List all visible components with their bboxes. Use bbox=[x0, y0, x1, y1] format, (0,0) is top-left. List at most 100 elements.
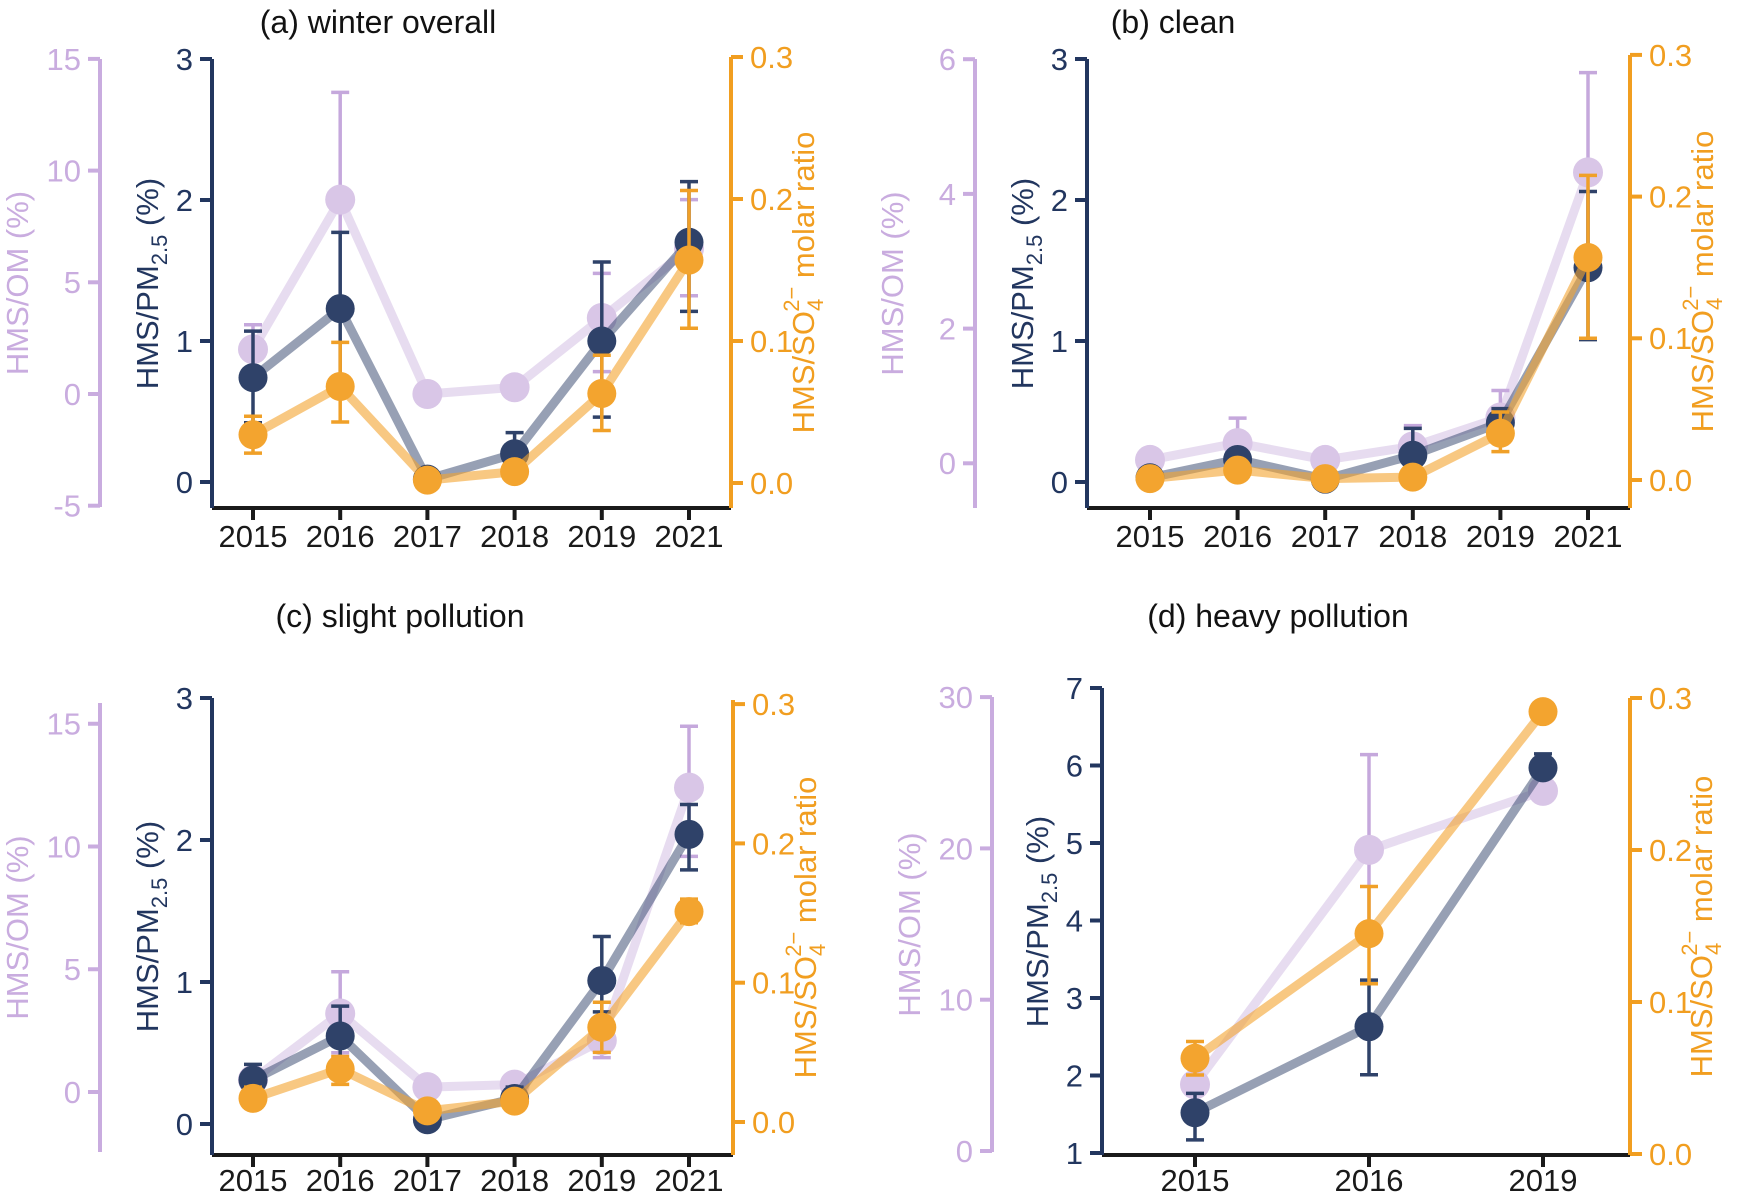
x-tick-label: 2017 bbox=[393, 519, 462, 554]
series-om-line bbox=[248, 195, 694, 399]
series-om-data-point bbox=[1573, 157, 1603, 188]
series-so4-data-point bbox=[1223, 455, 1253, 485]
pm-axis-tick-label: 1 bbox=[176, 965, 193, 1000]
so4-axis-tick-label: 0.3 bbox=[1649, 38, 1692, 73]
series-so4-data-point bbox=[1310, 464, 1340, 494]
om-axis-tick-label: 20 bbox=[939, 831, 973, 866]
series-so4-data-point bbox=[1528, 697, 1558, 727]
om-axis-label: HMS/OM (%) bbox=[892, 832, 927, 1016]
panel-d-title: (d) heavy pollution bbox=[1147, 598, 1408, 634]
om-axis-tick-label: 10 bbox=[47, 153, 81, 188]
x-tick-label: 2016 bbox=[306, 519, 375, 554]
series-so4-data-point bbox=[412, 465, 442, 495]
series-pm-data-point bbox=[238, 363, 268, 393]
pm-axis-label: HMS/PM2.5 (%) bbox=[130, 821, 172, 1032]
x-tick-label: 2021 bbox=[655, 519, 724, 554]
pm-axis-tick-label: 3 bbox=[1066, 981, 1083, 1016]
series-so4-data-point bbox=[1485, 418, 1515, 448]
x-tick-label: 2016 bbox=[306, 1163, 375, 1197]
x-tick-label: 2016 bbox=[1203, 519, 1272, 554]
so4-axis-tick-label: 0.2 bbox=[1649, 179, 1692, 214]
x-tick-label: 2017 bbox=[393, 1163, 462, 1197]
so4-axis-tick-label: 0.0 bbox=[750, 466, 793, 501]
series-pm-data-point bbox=[587, 326, 617, 356]
om-axis-tick-label: -5 bbox=[53, 489, 81, 524]
so4-axis-tick-label: 0.1 bbox=[750, 324, 793, 359]
so4-axis-tick-label: 0.0 bbox=[1649, 1137, 1692, 1172]
series-om-data-point bbox=[674, 772, 704, 803]
series-pm-data-point bbox=[325, 1021, 355, 1051]
om-axis-tick-label: 2 bbox=[939, 311, 956, 346]
series-so4-line bbox=[248, 255, 694, 485]
series-so4-data-point bbox=[587, 1012, 617, 1042]
series-so4-data-point bbox=[674, 245, 704, 275]
series-om-line bbox=[248, 783, 694, 1092]
pm-axis-tick-label: 1 bbox=[176, 324, 193, 359]
series-om-data-point bbox=[412, 379, 443, 409]
om-axis-label: HMS/OM (%) bbox=[875, 191, 910, 375]
so4-axis-label: HMS/SO42− molar ratio bbox=[1677, 776, 1726, 1078]
om-axis-tick-label: 6 bbox=[939, 42, 956, 77]
x-tick-label: 2019 bbox=[1466, 519, 1535, 554]
so4-axis-tick-label: 0.2 bbox=[1649, 833, 1692, 868]
so4-axis-tick-label: 0.1 bbox=[752, 966, 795, 1001]
series-pm-data-point bbox=[1528, 753, 1558, 783]
x-tick-label: 2018 bbox=[480, 1163, 549, 1197]
series-so4-data-point bbox=[1398, 462, 1428, 492]
pm-axis-tick-label: 3 bbox=[1051, 42, 1068, 77]
so4-axis-label: HMS/SO42− molar ratio bbox=[1678, 131, 1727, 433]
series-so4-data-point bbox=[325, 371, 355, 401]
pm-axis-tick-label: 2 bbox=[176, 823, 193, 858]
series-so4-data-point bbox=[1573, 243, 1603, 273]
series-pm-data-point bbox=[674, 819, 704, 849]
pm-axis-tick-label: 3 bbox=[176, 681, 193, 716]
series-pm-data-point bbox=[325, 294, 355, 324]
pm-axis-label: HMS/PM2.5 (%) bbox=[130, 178, 172, 389]
om-axis-tick-label: 15 bbox=[47, 42, 81, 77]
series-so4-data-point bbox=[1354, 919, 1384, 949]
pm-axis-tick-label: 0 bbox=[1051, 465, 1068, 500]
x-tick-label: 2015 bbox=[1116, 519, 1185, 554]
om-axis-tick-label: 15 bbox=[47, 707, 81, 742]
series-so4-data-point bbox=[1135, 464, 1165, 494]
x-tick-label: 2021 bbox=[1554, 519, 1623, 554]
panel-b: (b) clean 2015 2016 2017 2018 2019 2021 6 4 2 0 HMS… bbox=[875, 4, 1727, 554]
x-tick-label: 2015 bbox=[219, 1163, 288, 1197]
om-axis-tick-label: 10 bbox=[939, 983, 973, 1018]
x-tick-label: 2015 bbox=[1161, 1163, 1230, 1197]
om-axis-tick-label: 4 bbox=[939, 177, 956, 212]
so4-axis-tick-label: 0.1 bbox=[1649, 985, 1692, 1020]
pm-axis-tick-label: 1 bbox=[1051, 324, 1068, 359]
series-pm-data-point bbox=[587, 966, 617, 996]
so4-axis-tick-label: 0.3 bbox=[752, 687, 795, 722]
om-axis-tick-label: 5 bbox=[64, 265, 81, 300]
x-tick-label: 2018 bbox=[1378, 519, 1447, 554]
pm-axis-tick-label: 4 bbox=[1066, 903, 1083, 938]
pm-axis-tick-label: 3 bbox=[176, 42, 193, 77]
series-so4-data-point bbox=[1180, 1043, 1210, 1073]
series-so4-data-point bbox=[500, 457, 530, 487]
om-axis-tick-label: 0 bbox=[956, 1134, 973, 1169]
series-om-data-point bbox=[1354, 834, 1384, 865]
pm-axis-tick-label: 5 bbox=[1066, 826, 1083, 861]
series-om-line bbox=[1145, 167, 1593, 465]
pm-axis-tick-label: 6 bbox=[1066, 748, 1083, 783]
series-om-data-point bbox=[412, 1072, 443, 1103]
series-pm-data-point bbox=[1398, 440, 1428, 470]
om-axis-tick-label: 5 bbox=[64, 952, 81, 987]
x-tick-label: 2016 bbox=[1335, 1163, 1404, 1197]
pm-axis-tick-label: 2 bbox=[1066, 1058, 1083, 1093]
so4-axis-tick-label: 0.3 bbox=[1649, 681, 1692, 716]
so4-axis-tick-label: 0.0 bbox=[1649, 463, 1692, 498]
series-so4-line bbox=[248, 907, 694, 1116]
pm-axis-tick-label: 0 bbox=[176, 1107, 193, 1142]
x-tick-label: 2019 bbox=[567, 1163, 636, 1197]
x-tick-label: 2019 bbox=[567, 519, 636, 554]
so4-axis-label: HMS/SO42− molar ratio bbox=[779, 132, 828, 434]
so4-axis-tick-label: 0.0 bbox=[752, 1105, 795, 1140]
series-pm-data-point bbox=[1354, 1012, 1384, 1042]
panel-d: (d) heavy pollution 2015 2016 2019 30 20 10 0 HM… bbox=[892, 598, 1726, 1197]
pm-axis-label: HMS/PM2.5 (%) bbox=[1005, 178, 1047, 389]
